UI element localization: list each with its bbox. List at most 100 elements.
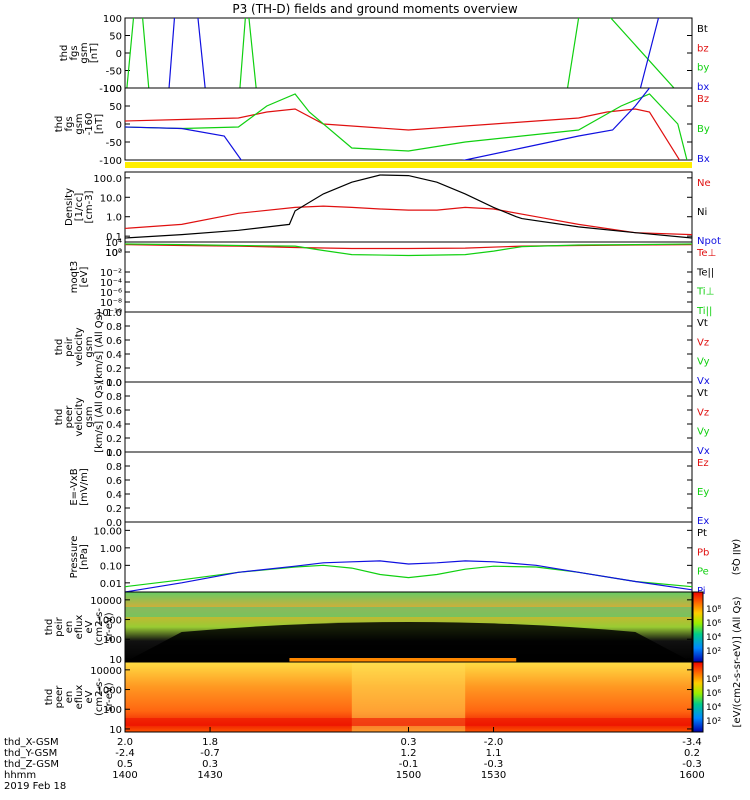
y-axis-label-line: peir (64, 336, 75, 356)
y-tick-label: 10² (105, 248, 122, 259)
y-tick-label: 10⁻⁴ (100, 278, 122, 289)
legend-item: By (697, 124, 710, 135)
y-tick-label: 100 (103, 14, 122, 25)
y-tick-label: 10000 (90, 596, 122, 607)
x-row-label: thd_X-GSM (4, 737, 59, 748)
y-tick-label: 0.1 (106, 232, 122, 243)
panel-frame (124, 241, 693, 313)
y-axis-label-line: gsm (84, 406, 95, 427)
y-axis-label: thd fgs gsm [nT] (59, 42, 100, 63)
y-tick-label: 10⁴ (105, 238, 122, 249)
y-axis-label-line: [eV] (79, 267, 90, 288)
y-axis-label: moqt3 [eV] (69, 261, 90, 294)
panel-frame (124, 451, 693, 523)
series-ti-line (125, 243, 692, 257)
y-tick-label: 0.8 (106, 322, 122, 333)
y-axis-label-line: peer (54, 685, 65, 709)
y-axis-label: Density [1/cc] [cm-3] (64, 188, 95, 226)
y-axis-label-line: velocity (74, 327, 85, 366)
legend-item: by (697, 63, 709, 74)
panel-9: 10000 1000 100 10 thd peir en eflux eV (cm2-s-sr-… (44, 591, 693, 666)
y-tick-label: 50 (109, 32, 122, 43)
y-axis-label-line: thd (54, 409, 65, 426)
y-tick-label: 1.0 (106, 308, 122, 319)
y-axis-label: thd fgs gsm -160 [nT] (54, 113, 105, 136)
y-tick-label: 0.4 (106, 420, 122, 431)
x-axis (124, 727, 693, 732)
y-tick-label: 0.8 (106, 462, 122, 473)
y-tick-label: 0.2 (106, 434, 122, 445)
y-axis-label-line: fgs (69, 45, 80, 60)
panel-frame (124, 17, 693, 89)
y-tick-label: 10⁰ (105, 248, 122, 259)
y-axis-label: thd peir en eflux eV (cm2-s-sr-eV) (44, 608, 115, 646)
legend-item: Ex (697, 516, 709, 527)
y-axis-label-line: (cm2-s- (94, 608, 105, 646)
y-axis-label-line: [nT] (94, 114, 105, 134)
legend-item: Vz (697, 337, 709, 348)
y-tick-label: 0.0 (106, 518, 122, 529)
colorbar-tick: 10² (706, 717, 721, 727)
y-axis-label-line: eV (84, 690, 95, 703)
x-row-value: 0.3 (401, 737, 417, 748)
panel-frame (124, 381, 693, 453)
colorbar-label-text: [eV/(cm2-s-sr-eV)] (All Qs) (732, 596, 743, 727)
legend-item: Pt (697, 528, 707, 539)
panel-1: 100 50 0 -50 -100 thd fgs gsm [nT] Bt bz by bx (59, 14, 709, 95)
spectrogram-dark-region (125, 622, 692, 662)
y-axis-label-line: Pressure (69, 536, 80, 579)
x-row-label: hhmm (4, 770, 36, 781)
y-axis-label-line: [1/cc] (74, 193, 85, 222)
series-pe-line (125, 564, 692, 588)
y-tick-label: 0.6 (106, 476, 122, 487)
y-axis-label-line: peir (54, 616, 65, 636)
y-tick-label: 1.0 (106, 378, 122, 389)
colorbar-tick: 10² (706, 647, 721, 657)
y-tick-label: 1.0 (106, 213, 122, 224)
y-axis-label-line: [km/s] (All Qs) (94, 381, 105, 453)
legend-note-text: (All Qs) (730, 539, 741, 576)
x-row-value: -0.1 (399, 759, 419, 770)
y-axis-label-line: gsm (84, 336, 95, 357)
y-tick-label: 0.2 (106, 364, 122, 375)
y-axis-label-line: [cm-3] (84, 190, 95, 223)
legend-item: Te|| (696, 267, 714, 278)
y-tick-label: -100 (99, 156, 122, 167)
y-axis-label: Pressure [nPa] (69, 536, 90, 579)
panel-frame (124, 311, 693, 383)
x-row-value: -3.4 (682, 737, 702, 748)
legend-item: Vx (697, 446, 710, 457)
legend-item: Vy (697, 427, 710, 438)
x-row-value: 0.5 (117, 759, 133, 770)
y-tick-label: 1000 (97, 686, 122, 697)
y-axis-label-line: thd (54, 116, 65, 133)
legend-item: Ne (697, 178, 711, 189)
y-tick-label: -50 (106, 138, 122, 149)
series-ne-line (125, 205, 692, 236)
y-axis-label-line: gsm (79, 42, 90, 63)
colorbar-tick: 10⁴ (706, 633, 721, 643)
y-axis-label: thd peer velocity gsm [km/s] (All Qs) (54, 381, 105, 453)
panel-8: 10.001.000.100.01Pressure[nPa]PtPbPePi(A… (69, 521, 741, 597)
x-row-value: 2.0 (117, 737, 133, 748)
y-tick-label: 0.4 (106, 490, 122, 501)
colorbar-bottom (692, 661, 704, 733)
y-tick-label: 1000 (97, 616, 122, 627)
x-row-value: 1400 (112, 770, 137, 781)
y-axis-label-line: en (64, 691, 75, 704)
panel-3: 100.0 10.0 1.0 0.1 Density [1/cc] [cm-3] Ne Ni Np… (64, 171, 721, 247)
x-row-value: 1.2 (401, 748, 417, 759)
y-axis-label-line: [nPa] (79, 544, 90, 570)
series-by-line (125, 93, 688, 160)
y-tick-label: 0.6 (106, 336, 122, 347)
legend-item: bx (697, 82, 709, 93)
y-tick-label: 0.2 (106, 504, 122, 515)
y-axis-label-line: thd (44, 619, 55, 636)
y-axis-label-line: en (64, 621, 75, 634)
y-tick-label: 0 (116, 120, 122, 131)
y-axis-label-line: gsm (74, 113, 85, 134)
y-axis-label-line: peer (64, 405, 75, 429)
